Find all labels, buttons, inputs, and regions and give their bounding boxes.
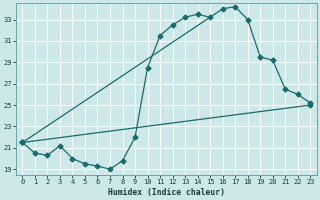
X-axis label: Humidex (Indice chaleur): Humidex (Indice chaleur) (108, 188, 225, 197)
